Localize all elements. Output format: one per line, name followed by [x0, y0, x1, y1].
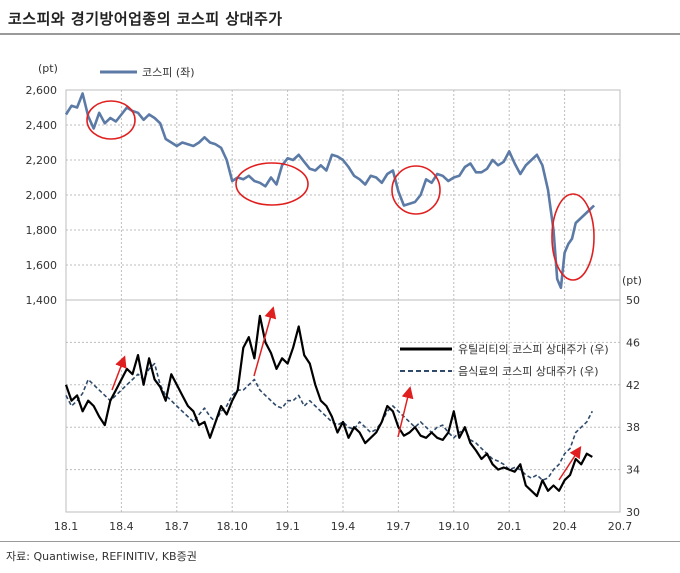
utilities-legend-label: 유틸리티의 코스피 상대주가 (우): [458, 343, 609, 356]
y-tick-label: 50: [626, 294, 640, 307]
footer-divider: [0, 541, 680, 542]
x-tick-label: 19.4: [331, 520, 356, 533]
y-tick-label: 2,200: [26, 154, 58, 167]
up-arrow: [253, 306, 277, 377]
utilities-relative-line: [64, 314, 593, 498]
source-note: 자료: Quantiwise, REFINITIV, KB증권: [6, 550, 197, 563]
kospi-line: [64, 92, 596, 290]
date-axis-ticks: 18.1 18.4 18.7 18.10 19.1 19.4 19.7 19.10 20.1 20…: [54, 520, 633, 533]
title-divider: [0, 33, 680, 35]
left-axis-unit: (pt): [38, 62, 58, 75]
y-tick-label: 1,800: [26, 224, 58, 237]
y-tick-label: 2,000: [26, 189, 58, 202]
relative-axis-ticks: 30 34 38 42 46 50: [626, 294, 640, 519]
y-tick-label: 38: [626, 421, 640, 434]
x-tick-label: 18.10: [216, 520, 248, 533]
right-axis-unit: (pt): [622, 274, 642, 287]
y-tick-label: 42: [626, 379, 640, 392]
up-arrow: [397, 386, 414, 438]
kospi-legend-label: 코스피 (좌): [142, 66, 195, 79]
x-tick-label: 20.4: [552, 520, 577, 533]
y-tick-label: 46: [626, 336, 640, 349]
kospi-relative-price-chart: 1,400 1,600 1,800 2,000 2,200 2,400 2,600 30 34…: [26, 62, 642, 533]
x-tick-label: 18.1: [54, 520, 79, 533]
x-tick-label: 19.7: [386, 520, 411, 533]
highlight-circle: [391, 165, 441, 215]
x-tick-label: 20.7: [608, 520, 633, 533]
highlight-circle: [235, 162, 309, 206]
series-lines: [64, 92, 596, 498]
x-tick-label: 18.7: [165, 520, 190, 533]
chart-title: 코스피와 경기방어업종의 코스피 상대주가: [8, 10, 283, 28]
highlight-circle: [86, 100, 136, 140]
up-arrow: [558, 445, 582, 481]
kospi-axis-ticks: 1,400 1,600 1,800 2,000 2,200 2,400 2,600: [26, 84, 58, 307]
x-tick-label: 20.1: [497, 520, 522, 533]
food-legend-label: 음식료의 코스피 상대주가 (우): [458, 365, 599, 378]
y-tick-label: 30: [626, 506, 640, 519]
y-tick-label: 2,400: [26, 119, 58, 132]
x-tick-label: 19.10: [438, 520, 470, 533]
highlight-circle: [551, 193, 595, 281]
y-tick-label: 1,600: [26, 259, 58, 272]
up-arrow: [111, 355, 127, 391]
x-tick-label: 18.4: [109, 520, 134, 533]
y-tick-label: 2,600: [26, 84, 58, 97]
x-tick-label: 19.1: [275, 520, 300, 533]
gridlines: [66, 90, 620, 512]
y-tick-label: 34: [626, 464, 640, 477]
y-tick-label: 1,400: [26, 294, 58, 307]
food-relative-line: [65, 362, 594, 481]
